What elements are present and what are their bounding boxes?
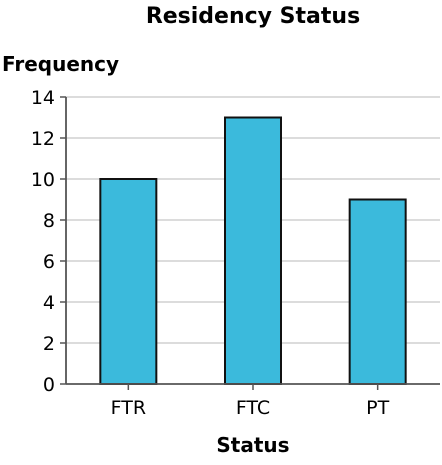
y-axis-label: Frequency — [2, 52, 119, 76]
y-tick-label: 12 — [31, 128, 55, 150]
y-tick-label: 8 — [43, 210, 55, 232]
bar-pt — [348, 198, 407, 385]
y-tick-label: 14 — [31, 87, 55, 109]
bar-ftr — [99, 178, 158, 385]
y-tick-label: 10 — [31, 169, 55, 191]
y-tick-labels: 0 2 4 6 8 10 12 14 — [31, 87, 66, 396]
y-tick-label: 2 — [43, 333, 55, 355]
y-tick-label: 6 — [43, 251, 55, 273]
x-tick-label-ftc: FTC — [236, 397, 270, 419]
x-tick-labels: FTR FTC PT — [111, 384, 390, 419]
y-tick-label: 4 — [43, 292, 55, 314]
y-tick-label: 0 — [43, 374, 55, 396]
bars — [99, 116, 407, 385]
chart-title: Residency Status — [146, 4, 360, 29]
x-tick-label-pt: PT — [366, 397, 389, 419]
bar-ftc — [224, 116, 282, 385]
x-axis-label: Status — [216, 433, 289, 457]
x-tick-label-ftr: FTR — [111, 397, 146, 419]
